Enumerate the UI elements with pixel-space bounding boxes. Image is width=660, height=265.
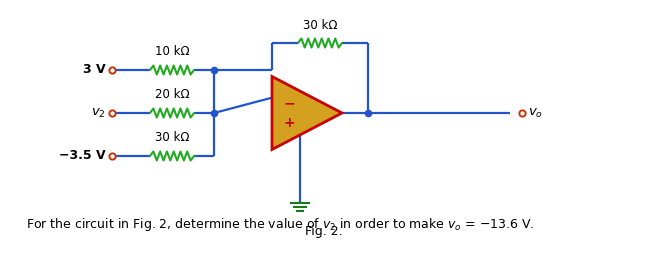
Text: 10 kΩ: 10 kΩ — [154, 45, 189, 58]
Text: $v_o$: $v_o$ — [528, 107, 543, 120]
Text: 30 kΩ: 30 kΩ — [303, 19, 337, 32]
Text: +: + — [283, 116, 295, 130]
Text: −3.5 V: −3.5 V — [59, 149, 106, 162]
Text: −: − — [283, 96, 295, 110]
Polygon shape — [272, 77, 342, 149]
Text: For the circuit in Fig. 2, determine the value of $v_2$ in order to make $v_o$ =: For the circuit in Fig. 2, determine the… — [26, 216, 535, 233]
Text: 30 kΩ: 30 kΩ — [154, 131, 189, 144]
Text: 3 V: 3 V — [83, 64, 106, 77]
Text: $v_2$: $v_2$ — [91, 107, 106, 120]
Text: Fig. 2.: Fig. 2. — [305, 224, 343, 237]
Text: 20 kΩ: 20 kΩ — [154, 88, 189, 101]
